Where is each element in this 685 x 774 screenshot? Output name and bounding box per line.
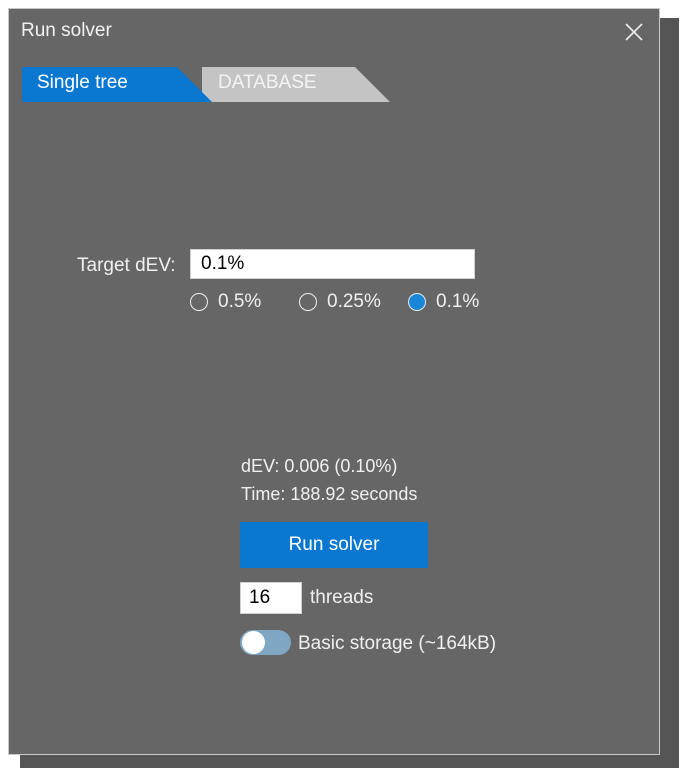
radio-circle [190, 293, 208, 311]
target-dev-input[interactable] [190, 249, 475, 279]
tab-database-label: DATABASE [218, 72, 317, 93]
window-title: Run solver [21, 20, 112, 41]
radio-circle-selected [408, 293, 426, 311]
close-button[interactable] [623, 21, 645, 43]
radio-circle [299, 293, 317, 311]
tab-single-tree-label: Single tree [37, 72, 128, 93]
close-icon [625, 23, 643, 41]
tab-single-tree[interactable]: Single tree [22, 67, 212, 102]
toggle-knob [242, 631, 265, 654]
radio-label: 0.25% [327, 291, 381, 312]
tab-single-tree-shape [22, 67, 212, 102]
time-result: Time: 188.92 seconds [241, 484, 418, 504]
basic-storage-toggle[interactable] [240, 630, 291, 655]
radio-label: 0.1% [436, 291, 480, 312]
radio-label: 0.5% [218, 291, 262, 312]
dev-result: dEV: 0.006 (0.10%) [241, 456, 398, 476]
basic-storage-label: Basic storage (~164kB) [298, 633, 497, 654]
run-solver-dialog: Run solver DATABASE Single tree Target d… [8, 8, 660, 755]
run-solver-button[interactable]: Run solver [240, 522, 428, 568]
tab-database-shape [202, 67, 390, 102]
threads-input[interactable] [240, 582, 302, 614]
threads-label: threads [310, 587, 374, 608]
tab-database[interactable]: DATABASE [202, 67, 392, 102]
target-dev-label: Target dEV: [77, 255, 176, 276]
